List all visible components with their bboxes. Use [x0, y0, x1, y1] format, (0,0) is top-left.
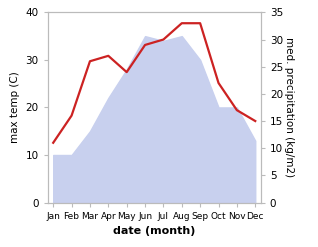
- Y-axis label: max temp (C): max temp (C): [10, 72, 20, 143]
- Y-axis label: med. precipitation (kg/m2): med. precipitation (kg/m2): [284, 37, 294, 178]
- X-axis label: date (month): date (month): [113, 226, 196, 236]
